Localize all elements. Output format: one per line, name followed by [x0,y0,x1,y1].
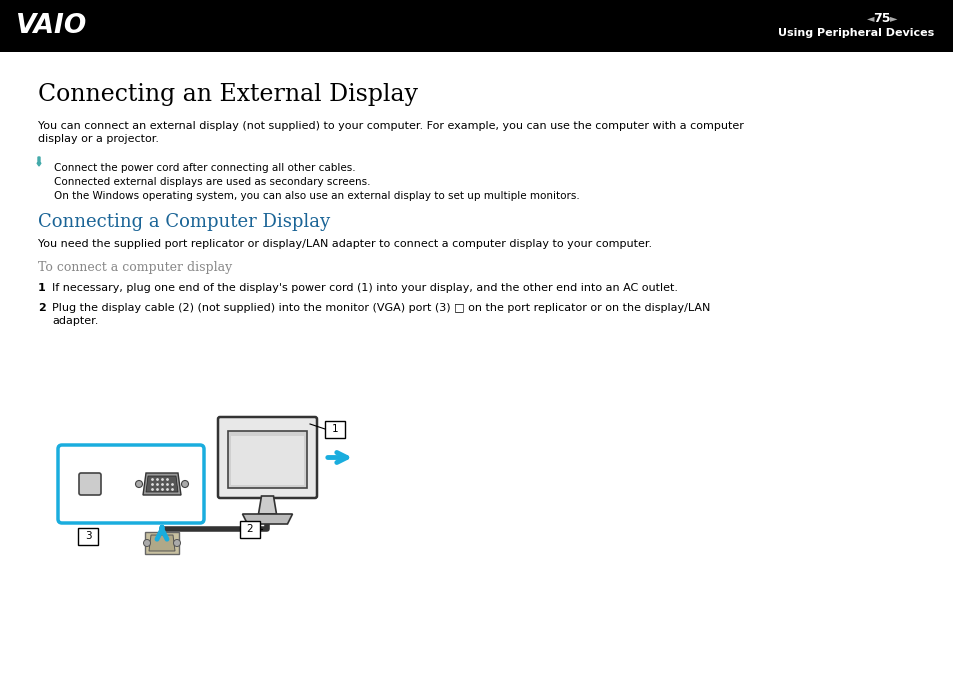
FancyBboxPatch shape [240,521,260,538]
FancyBboxPatch shape [79,473,101,495]
Text: 3: 3 [85,531,91,541]
Bar [145,532,179,554]
FancyBboxPatch shape [325,421,345,438]
Text: adapter.: adapter. [52,316,98,326]
Bar [228,431,307,488]
Text: 1: 1 [332,424,338,434]
Text: You can connect an external display (not supplied) to your computer. For example: You can connect an external display (not… [38,121,743,131]
Bar [231,436,304,485]
Text: Using Peripheral Devices: Using Peripheral Devices [777,28,933,38]
FancyBboxPatch shape [58,445,204,523]
Text: To connect a computer display: To connect a computer display [38,261,232,274]
FancyArrow shape [37,157,41,166]
Text: ►: ► [889,13,897,23]
Polygon shape [258,496,276,514]
Text: Connecting a Computer Display: Connecting a Computer Display [38,213,330,231]
FancyBboxPatch shape [78,528,98,545]
Polygon shape [146,476,178,492]
Text: Connected external displays are used as secondary screens.: Connected external displays are used as … [54,177,370,187]
Text: 2: 2 [247,524,253,534]
Text: 2: 2 [38,303,46,313]
Text: Plug the display cable (2) (not supplied) into the monitor (VGA) port (3) □ on t: Plug the display cable (2) (not supplied… [52,303,710,313]
Text: You need the supplied port replicator or display/LAN adapter to connect a comput: You need the supplied port replicator or… [38,239,652,249]
Text: ◄: ◄ [865,13,873,23]
Bar [0,0,953,52]
Polygon shape [242,514,293,524]
Polygon shape [143,473,181,495]
Text: 1: 1 [38,283,46,293]
Circle shape [181,481,189,487]
Circle shape [173,539,180,547]
Text: Connecting an External Display: Connecting an External Display [38,83,417,106]
Circle shape [135,481,142,487]
Text: If necessary, plug one end of the display's power cord (1) into your display, an: If necessary, plug one end of the displa… [52,283,678,293]
Text: 75: 75 [872,11,890,24]
Text: VAIO: VAIO [16,13,87,39]
Circle shape [143,539,151,547]
Text: On the Windows operating system, you can also use an external display to set up : On the Windows operating system, you can… [54,191,579,201]
Text: display or a projector.: display or a projector. [38,134,159,144]
FancyBboxPatch shape [218,417,316,498]
Polygon shape [149,535,174,551]
Text: Connect the power cord after connecting all other cables.: Connect the power cord after connecting … [54,163,355,173]
